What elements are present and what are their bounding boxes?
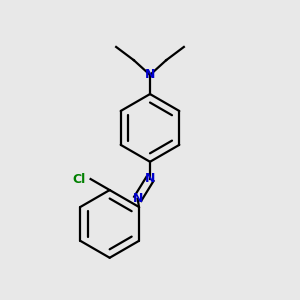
Text: Cl: Cl (72, 172, 85, 185)
Text: N: N (132, 192, 143, 206)
Text: N: N (145, 172, 155, 185)
Text: N: N (145, 68, 155, 81)
